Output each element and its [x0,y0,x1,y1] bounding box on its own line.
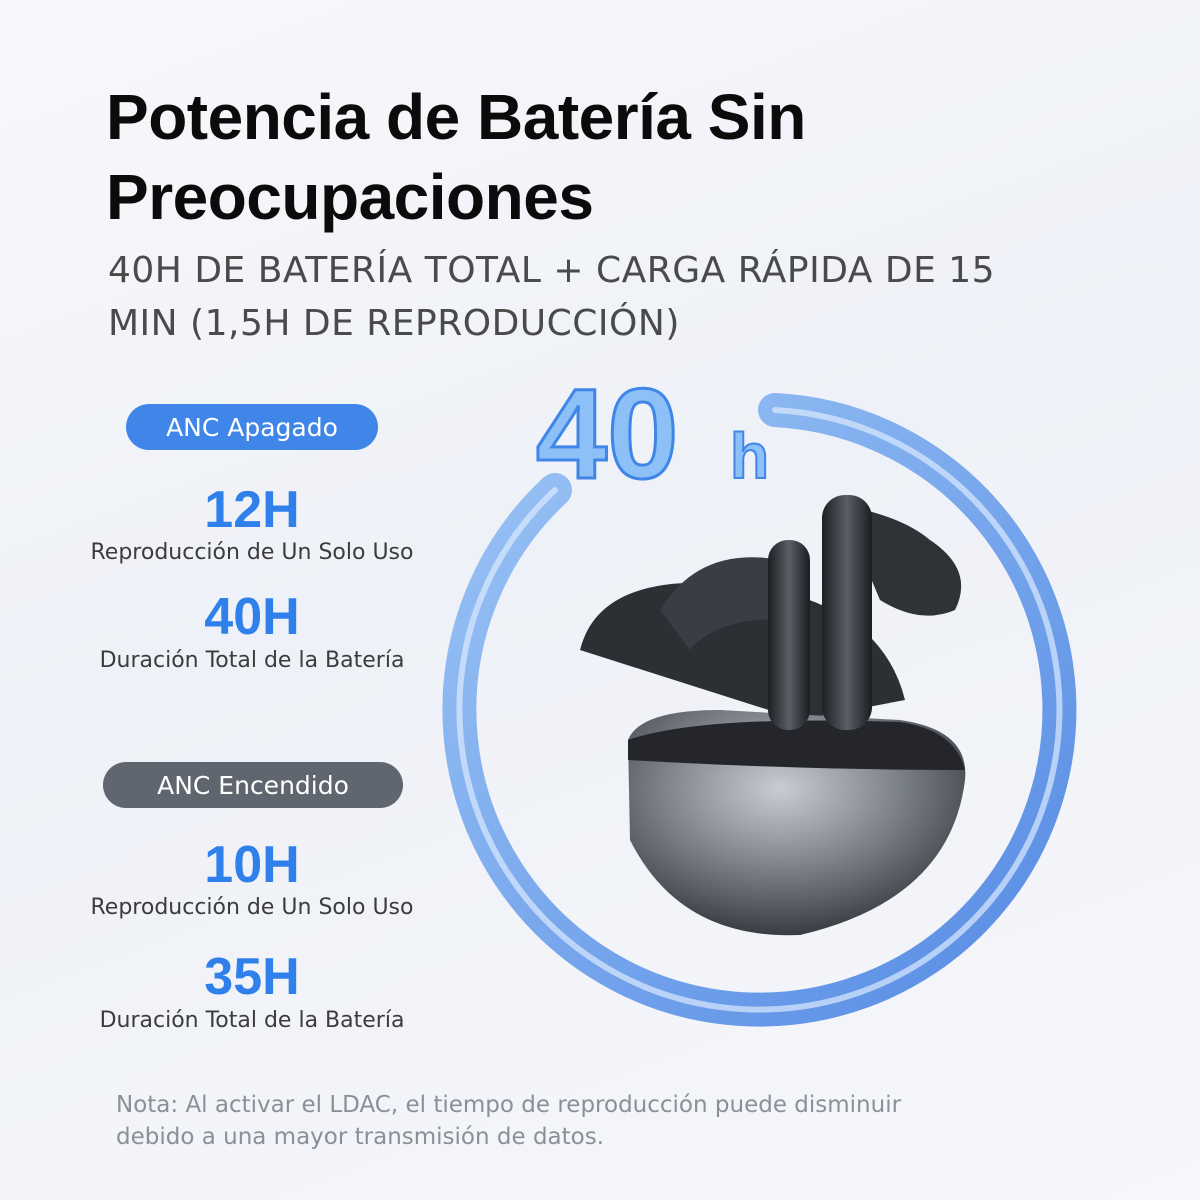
subtitle-line: MIN (1,5H DE REPRODUCCIÓN) [108,303,680,344]
mode-badge: ANC Apagado [126,404,378,450]
stat-label: Duración Total de la Batería [99,1008,405,1033]
stat-label: Reproducción de Un Solo Uso [90,540,414,565]
note-line: Nota: Al activar el LDAC, el tiempo de r… [116,1092,902,1118]
subtitle-line: 40H DE BATERÍA TOTAL + CARGA RÁPIDA DE 1… [108,250,996,291]
note-line: debido a una mayor transmisión de datos. [116,1124,605,1150]
stat-value: 12H [204,481,300,539]
stat-value: 35H [204,948,300,1006]
earbuds-case [580,495,966,936]
title-line: Potencia de Batería Sin [106,81,806,153]
stat-value: 40H [204,588,300,646]
stat-label: Reproducción de Un Solo Uso [90,895,414,920]
stat-value: 10H [204,836,300,894]
stat-label: Duración Total de la Batería [99,648,405,673]
ring-number: 40 [536,363,678,506]
title-line: Preocupaciones [106,161,594,233]
ring-highlight [456,407,1063,1013]
ring-unit: h [730,420,769,492]
mode-badge: ANC Encendido [103,762,403,808]
